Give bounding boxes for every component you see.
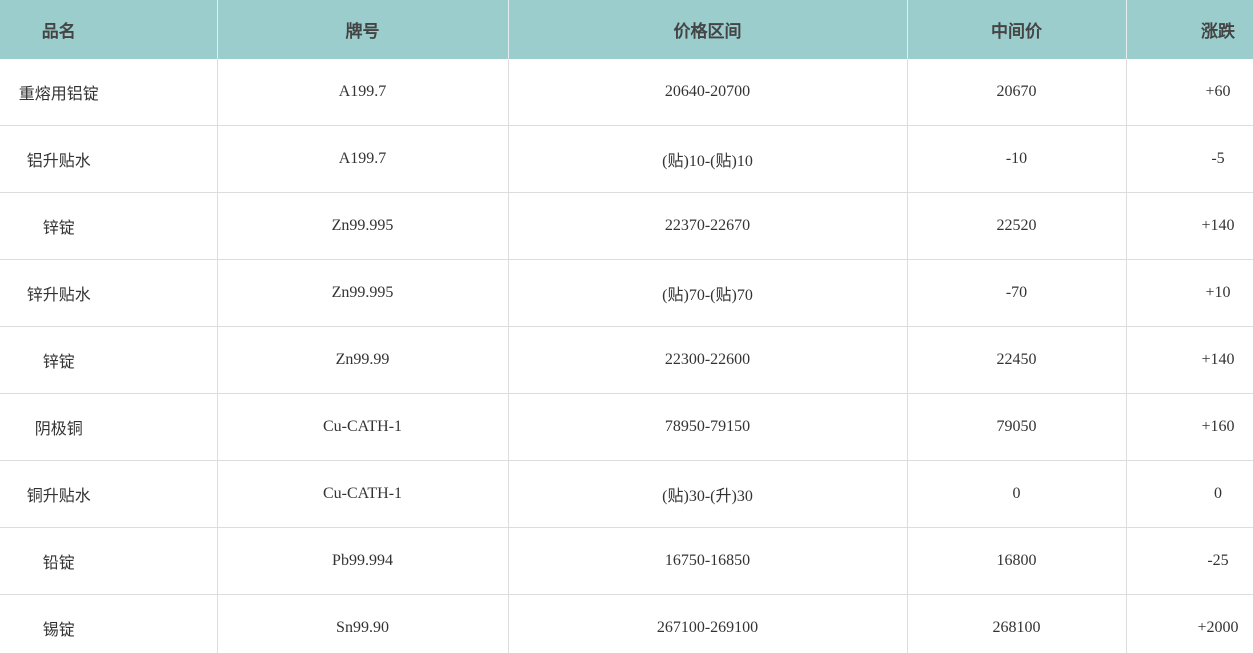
column-header: 牌号 <box>217 0 509 59</box>
table-cell: Cu-CATH-1 <box>217 460 509 528</box>
table-cell: 79050 <box>907 393 1127 461</box>
table-row: 阴极铜 Cu-CATH-1 78950-79150 79050 +160 <box>0 393 1253 461</box>
table-cell: 0 <box>1126 460 1253 528</box>
table-cell: 22370-22670 <box>508 192 908 260</box>
table-cell: 267100-269100 <box>508 594 908 653</box>
table-row: 铜升贴水 Cu-CATH-1 (贴)30-(升)30 0 0 <box>0 460 1253 528</box>
table-cell: +140 <box>1126 192 1253 260</box>
table-row: 铅锭 Pb99.994 16750-16850 16800 -25 <box>0 527 1253 595</box>
table-cell: 铝升贴水 <box>0 125 218 193</box>
table-cell: 22450 <box>907 326 1127 394</box>
table-row: 锌锭 Zn99.995 22370-22670 22520 +140 <box>0 192 1253 260</box>
table-cell: 0 <box>907 460 1127 528</box>
table-cell: 20670 <box>907 59 1127 126</box>
table-cell: 锌升贴水 <box>0 259 218 327</box>
table-cell: A199.7 <box>217 125 509 193</box>
table-cell: Pb99.994 <box>217 527 509 595</box>
column-header: 价格区间 <box>508 0 908 59</box>
table-cell: 铅锭 <box>0 527 218 595</box>
column-header: 涨跌 <box>1126 0 1253 59</box>
table-cell: -5 <box>1126 125 1253 193</box>
column-header: 中间价 <box>907 0 1127 59</box>
table-row: 铝升贴水 A199.7 (贴)10-(贴)10 -10 -5 <box>0 125 1253 193</box>
table-cell: 16750-16850 <box>508 527 908 595</box>
table-cell: Zn99.995 <box>217 259 509 327</box>
table-cell: 锌锭 <box>0 192 218 260</box>
table-cell: 锌锭 <box>0 326 218 394</box>
table-body: 重熔用铝锭 A199.7 20640-20700 20670 +60 铝升贴水 A199.7… <box>0 59 1253 653</box>
header-row: 品名 牌号 价格区间 中间价 涨跌 <box>0 0 1253 59</box>
table-cell: 铜升贴水 <box>0 460 218 528</box>
table-row: 锌锭 Zn99.99 22300-22600 22450 +140 <box>0 326 1253 394</box>
table-cell: 22300-22600 <box>508 326 908 394</box>
table-cell: +60 <box>1126 59 1253 126</box>
table-cell: 22520 <box>907 192 1127 260</box>
column-header: 品名 <box>0 0 218 59</box>
table-cell: A199.7 <box>217 59 509 126</box>
table-cell: 78950-79150 <box>508 393 908 461</box>
table-cell: (贴)30-(升)30 <box>508 460 908 528</box>
table-row: 锌升贴水 Zn99.995 (贴)70-(贴)70 -70 +10 <box>0 259 1253 327</box>
table-cell: 20640-20700 <box>508 59 908 126</box>
table-cell: +10 <box>1126 259 1253 327</box>
table-cell: 锡锭 <box>0 594 218 653</box>
table-cell: Zn99.995 <box>217 192 509 260</box>
table-cell: Sn99.90 <box>217 594 509 653</box>
table-cell: Cu-CATH-1 <box>217 393 509 461</box>
table-cell: 268100 <box>907 594 1127 653</box>
table-cell: +140 <box>1126 326 1253 394</box>
table-cell: 16800 <box>907 527 1127 595</box>
table-cell: -25 <box>1126 527 1253 595</box>
table-cell: +160 <box>1126 393 1253 461</box>
table-cell: (贴)70-(贴)70 <box>508 259 908 327</box>
table-cell: 阴极铜 <box>0 393 218 461</box>
table-cell: -70 <box>907 259 1127 327</box>
table-cell: (贴)10-(贴)10 <box>508 125 908 193</box>
table-cell: 重熔用铝锭 <box>0 59 218 126</box>
table-cell: Zn99.99 <box>217 326 509 394</box>
table-cell: +2000 <box>1126 594 1253 653</box>
table-row: 重熔用铝锭 A199.7 20640-20700 20670 +60 <box>0 59 1253 126</box>
table-row: 锡锭 Sn99.90 267100-269100 268100 +2000 <box>0 594 1253 653</box>
table-cell: -10 <box>907 125 1127 193</box>
